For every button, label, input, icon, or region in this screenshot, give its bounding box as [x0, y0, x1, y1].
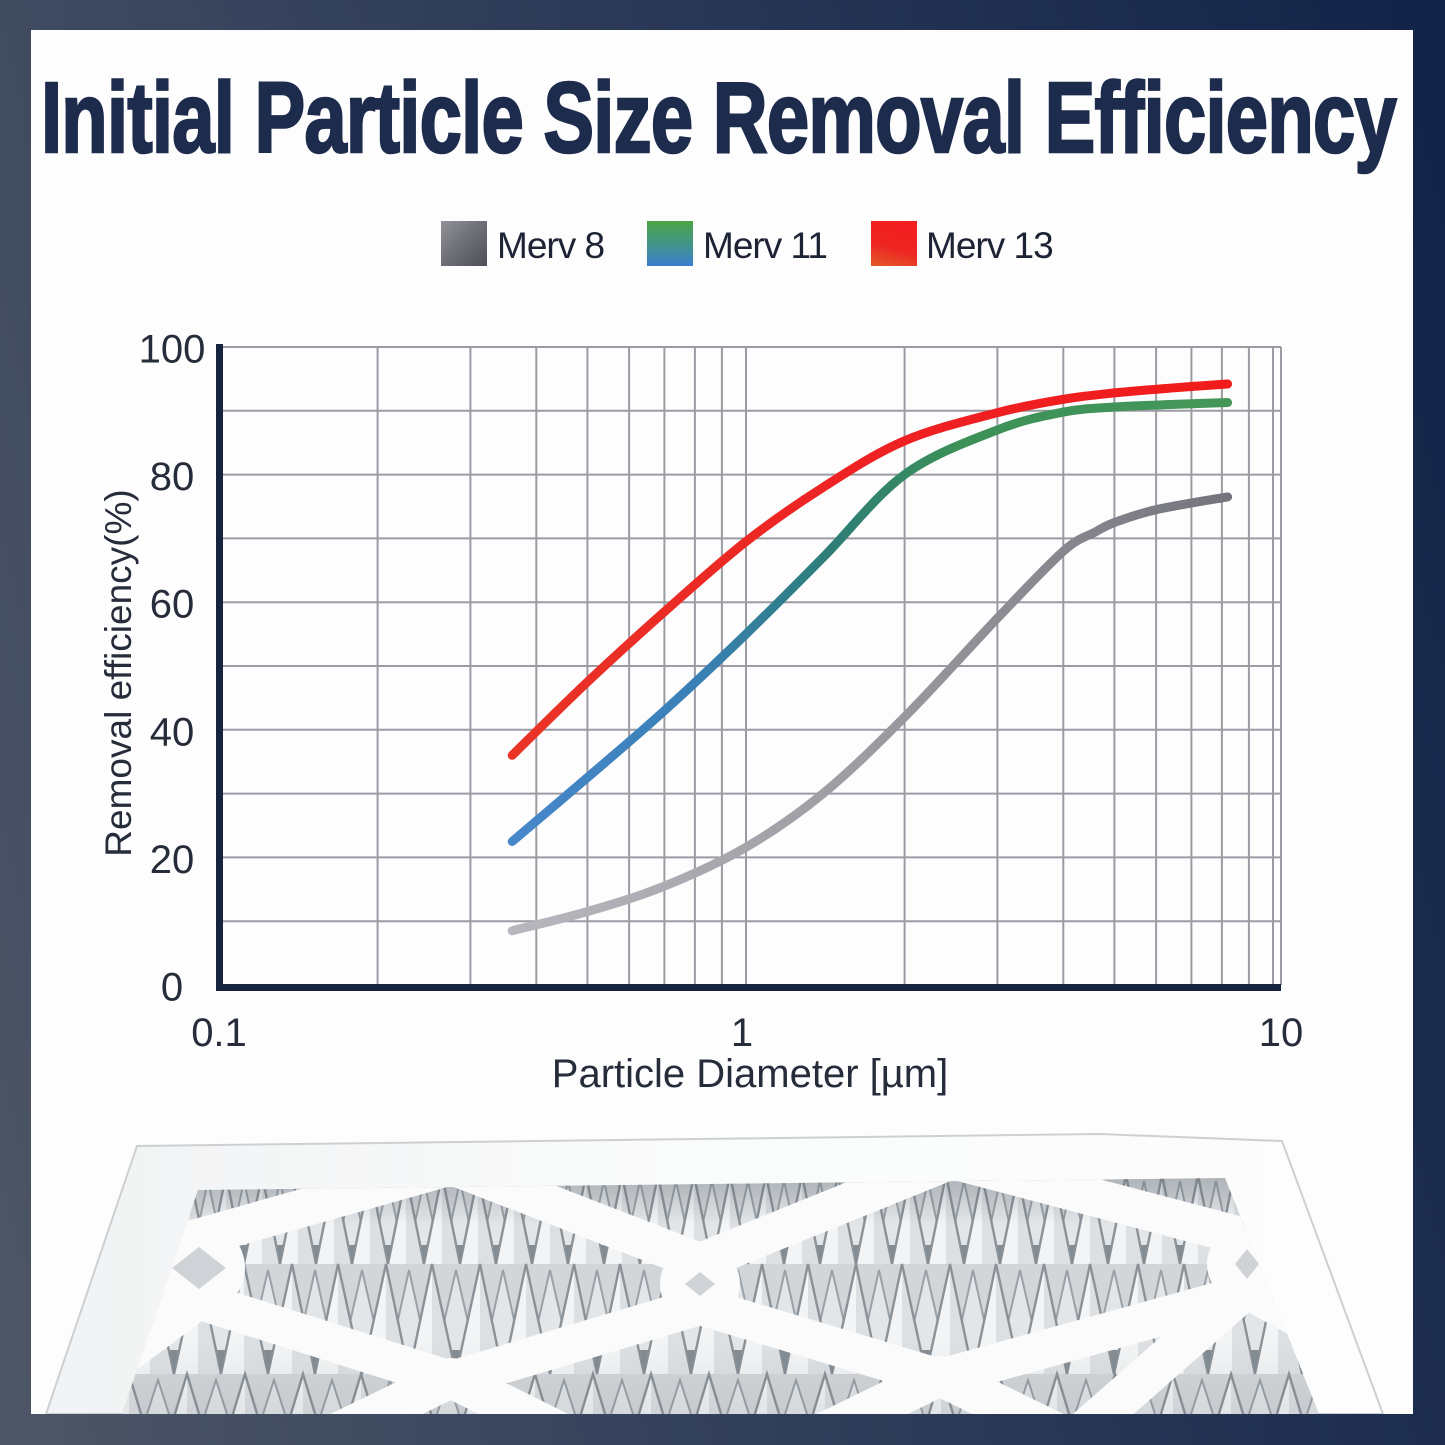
- svg-text:0.1: 0.1: [191, 1011, 247, 1055]
- svg-text:1: 1: [731, 1011, 753, 1055]
- svg-text:0: 0: [161, 966, 183, 1010]
- svg-text:40: 40: [150, 710, 195, 754]
- svg-text:20: 20: [150, 838, 195, 882]
- svg-text:Removal efficiency(%): Removal efficiency(%): [98, 489, 139, 856]
- svg-text:60: 60: [150, 583, 195, 627]
- svg-text:10: 10: [1259, 1011, 1304, 1055]
- svg-text:100: 100: [139, 328, 206, 372]
- svg-text:Particle Diameter [µm]: Particle Diameter [µm]: [552, 1052, 948, 1096]
- svg-text:80: 80: [150, 455, 195, 499]
